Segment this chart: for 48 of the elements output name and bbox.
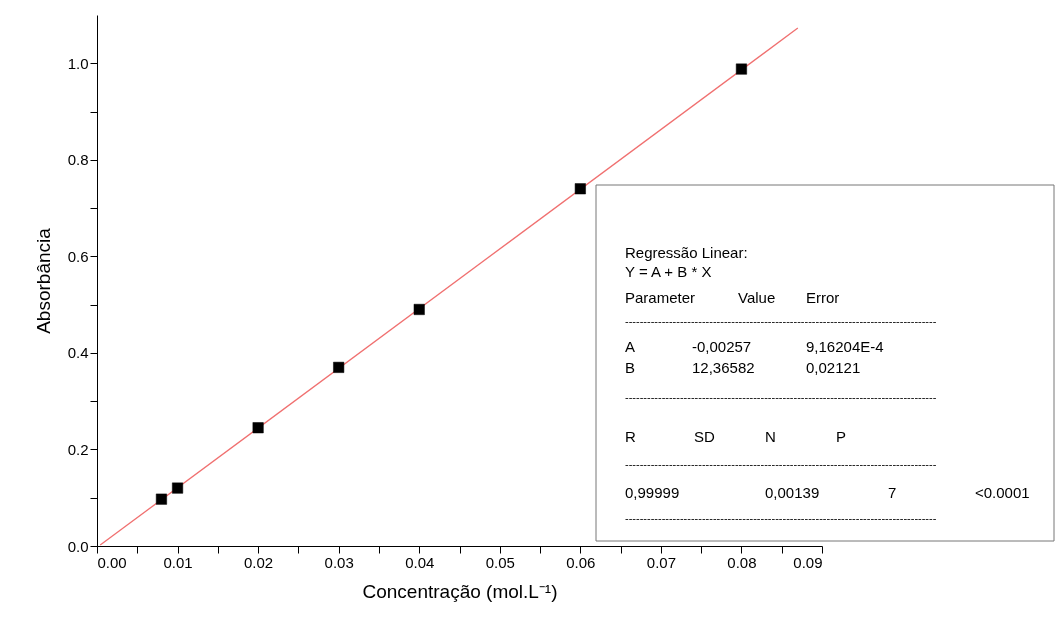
annotation: Parameter	[625, 289, 696, 306]
annotation: Y = A + B * X	[625, 263, 712, 280]
x-tick-label: 0.00	[97, 553, 127, 571]
x-tick-label: 0.06	[566, 553, 596, 571]
y-tick-label: 0.8	[67, 151, 89, 169]
text: P	[836, 428, 847, 445]
x-tick-label: 0.04	[405, 553, 435, 571]
y-tick-label: 0.0	[67, 537, 89, 555]
x-tick-label: 0.01	[163, 553, 193, 571]
annotation: -------------------------------------------------------------------------------------	[625, 458, 937, 470]
y-tick-label: 0.4	[67, 344, 89, 362]
x-tick-label: 0.08	[727, 553, 757, 571]
annotation: N	[765, 428, 776, 445]
annotation: 12,36582	[692, 359, 755, 376]
annotation: -------------------------------------------------------------------------------------	[625, 391, 937, 403]
annotation: Value	[738, 289, 776, 306]
x-tick-label: 0.03	[324, 553, 354, 571]
annotation: 0,02121	[806, 359, 861, 376]
annotation: -0,00257	[692, 338, 752, 355]
annotation: R	[625, 428, 636, 445]
x-tick-label: 0.02	[244, 553, 274, 571]
y-tick-label: 0.2	[67, 440, 89, 458]
x-tick-label: 0.05	[485, 553, 515, 571]
annotation: B	[625, 359, 636, 376]
y-axis-title: Absorbância	[32, 227, 54, 334]
point	[252, 422, 264, 434]
annotation: A	[625, 338, 636, 355]
annotation: -------------------------------------------------------------------------------------	[625, 512, 937, 524]
x-tick-label: 0.09	[793, 553, 823, 571]
point	[155, 493, 167, 505]
point	[172, 482, 184, 494]
point	[574, 183, 586, 195]
text: <0.0001	[975, 484, 1030, 501]
annotation: SD	[694, 428, 715, 445]
annotation: Error	[806, 289, 840, 306]
y-tick-label: 1.0	[67, 54, 89, 72]
point	[735, 63, 747, 75]
annotation: 0,99999	[625, 484, 680, 501]
text: 7	[888, 484, 897, 501]
y-tick-label: 0.6	[67, 247, 89, 265]
x-tick-label: 0.07	[646, 553, 676, 571]
annotation: Regressão Linear:	[625, 244, 748, 261]
point	[333, 361, 345, 373]
annotation: 9,16204E-4	[806, 338, 884, 355]
point	[413, 303, 425, 315]
annotation: -------------------------------------------------------------------------------------	[625, 315, 937, 327]
annotation: 0,00139	[765, 484, 820, 501]
x-axis-title: Concentração (mol.L⁻¹)	[362, 580, 558, 602]
